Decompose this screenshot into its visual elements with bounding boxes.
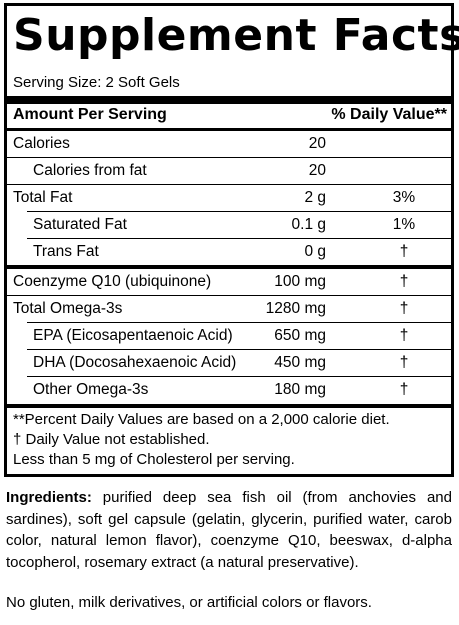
header-amount-per-serving: Amount Per Serving <box>13 106 167 123</box>
nutrient-name: Trans Fat <box>33 243 99 260</box>
nutrient-row-saturated-fat: Saturated Fat 0.1 g 1% <box>7 212 451 237</box>
header-daily-value: % Daily Value** <box>331 106 447 123</box>
nutrient-name: Total Fat <box>13 189 73 206</box>
nutrient-amount: 1280 mg <box>265 300 326 317</box>
nutrient-dv: † <box>399 273 409 290</box>
serving-size: Serving Size: 2 Soft Gels <box>13 74 180 91</box>
nutrient-row-calories: Calories 20 <box>7 131 451 156</box>
nutrient-row-trans-fat: Trans Fat 0 g † <box>7 239 451 264</box>
nutrient-name: DHA (Docosahexaenoic Acid) <box>33 354 237 371</box>
header-divider <box>7 128 451 131</box>
section-divider <box>7 265 451 269</box>
nutrient-dv: 3% <box>392 189 416 206</box>
nutrient-name: Calories from fat <box>33 162 147 179</box>
row-divider <box>7 184 451 185</box>
row-divider <box>27 349 451 350</box>
nutrient-row-epa: EPA (Eicosapentaenoic Acid) 650 mg † <box>7 323 451 348</box>
nutrient-name: Saturated Fat <box>33 216 127 233</box>
nutrient-amount: 20 <box>308 162 326 179</box>
nutrient-row-total-omega3: Total Omega-3s 1280 mg † <box>7 296 451 321</box>
nutrient-row-calories-from-fat: Calories from fat 20 <box>7 158 451 183</box>
nutrient-name: Coenzyme Q10 (ubiquinone) <box>13 273 212 290</box>
nutrient-row-coq10: Coenzyme Q10 (ubiquinone) 100 mg † <box>7 269 451 294</box>
row-divider <box>27 238 451 239</box>
nutrient-dv: † <box>399 354 409 371</box>
nutrient-row-dha: DHA (Docosahexaenoic Acid) 450 mg † <box>7 350 451 375</box>
thick-divider <box>7 96 451 104</box>
nutrient-amount: 100 mg <box>274 273 326 290</box>
nutrient-dv: † <box>399 381 409 398</box>
nutrient-amount: 0.1 g <box>291 216 326 233</box>
nutrient-name: EPA (Eicosapentaenoic Acid) <box>33 327 233 344</box>
nutrient-name: Total Omega-3s <box>13 300 123 317</box>
nutrient-amount: 450 mg <box>274 354 326 371</box>
nutrient-dv: † <box>399 327 409 344</box>
nutrient-amount: 650 mg <box>274 327 326 344</box>
nutrient-row-total-fat: Total Fat 2 g 3% <box>7 185 451 210</box>
row-divider <box>27 322 451 323</box>
row-divider <box>7 295 451 296</box>
ingredients-paragraph: Ingredients: purified deep sea fish oil … <box>6 487 452 573</box>
panel-title: Supplement Facts <box>13 10 459 61</box>
nutrient-amount: 180 mg <box>274 381 326 398</box>
nutrient-amount: 20 <box>308 135 326 152</box>
supplement-facts-panel: Supplement Facts Serving Size: 2 Soft Ge… <box>4 3 459 477</box>
ingredients-label: Ingredients: <box>6 489 92 506</box>
nutrient-row-other-omega3: Other Omega-3s 180 mg † <box>7 377 451 402</box>
nutrient-dv: † <box>399 243 409 260</box>
footnote-divider <box>7 404 451 408</box>
allergen-disclaimer: No gluten, milk derivatives, or artifici… <box>6 594 372 611</box>
nutrient-dv: 1% <box>392 216 416 233</box>
footnote-daily-values: **Percent Daily Values are based on a 2,… <box>13 411 390 428</box>
row-divider <box>7 157 451 158</box>
nutrient-amount: 0 g <box>304 243 326 260</box>
nutrient-amount: 2 g <box>304 189 326 206</box>
row-divider <box>27 211 451 212</box>
nutrient-name: Calories <box>13 135 70 152</box>
row-divider <box>27 376 451 377</box>
nutrient-dv: † <box>399 300 409 317</box>
ingredients-text: purified deep sea fish oil (from anchovi… <box>6 489 452 571</box>
nutrient-name: Other Omega-3s <box>33 381 149 398</box>
footnote-not-established: † Daily Value not established. <box>13 431 210 448</box>
footnote-cholesterol: Less than 5 mg of Cholesterol per servin… <box>13 451 295 468</box>
